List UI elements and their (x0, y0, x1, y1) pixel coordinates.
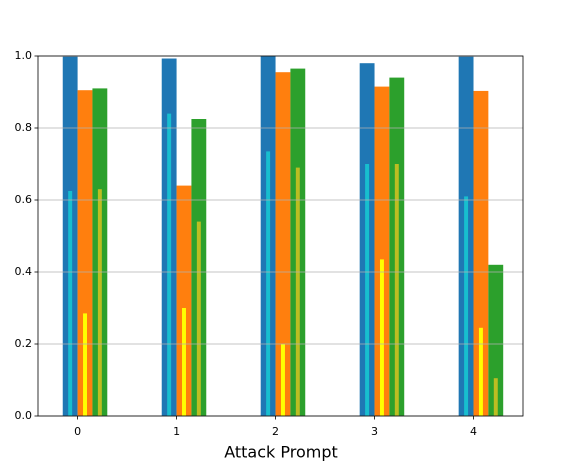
x-tick-label: 3 (371, 425, 378, 438)
bar (365, 164, 370, 416)
y-tick-label: 0.2 (15, 337, 33, 350)
x-tick-label: 4 (470, 425, 477, 438)
x-axis-label: Attack Prompt (224, 443, 338, 462)
bar (97, 189, 102, 416)
bar (182, 308, 186, 416)
bar (68, 191, 73, 416)
plot-frame (37, 55, 524, 417)
bar (266, 151, 271, 416)
y-tick-label: 1.0 (15, 49, 33, 62)
bar (280, 344, 285, 416)
bar (275, 72, 291, 416)
bar (83, 313, 87, 416)
x-tick-label: 0 (74, 425, 81, 438)
y-tick-label: 0.0 (15, 409, 33, 422)
y-tick-label: 0.8 (15, 121, 33, 134)
bar (379, 259, 384, 416)
bar (488, 264, 504, 416)
bar (374, 86, 390, 416)
bar (167, 113, 172, 416)
bar (464, 196, 469, 416)
x-tick-label: 2 (272, 425, 279, 438)
y-tick-label: 0.4 (15, 265, 33, 278)
x-tick-label: 1 (173, 425, 180, 438)
bar (77, 90, 93, 416)
bar (295, 167, 300, 416)
bar (493, 378, 498, 416)
bar (478, 327, 483, 416)
bar (196, 221, 201, 416)
bar (473, 90, 489, 417)
bar (394, 164, 399, 416)
y-tick-label: 0.6 (15, 193, 33, 206)
bar (176, 185, 192, 416)
